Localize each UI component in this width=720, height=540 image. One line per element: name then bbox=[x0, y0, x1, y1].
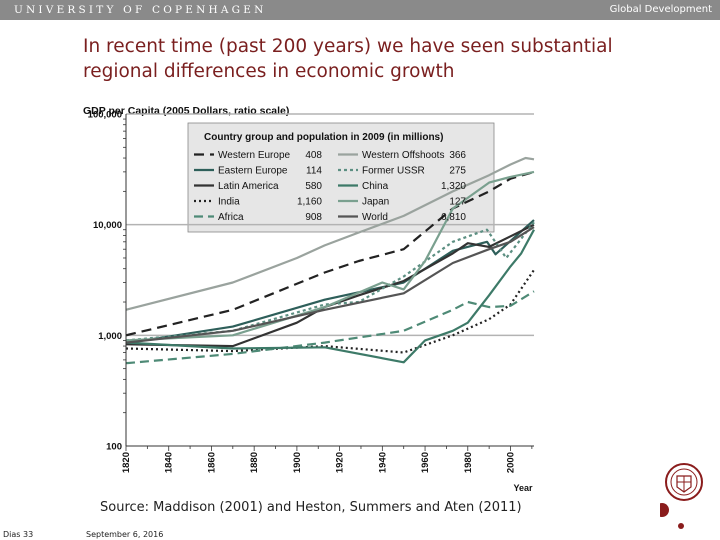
university-seal-icon bbox=[660, 463, 703, 529]
x-tick-label: 1960 bbox=[420, 452, 431, 473]
y-tick-label: 1,000 bbox=[98, 331, 122, 342]
legend-population: 908 bbox=[305, 212, 322, 223]
series-line bbox=[125, 156, 535, 311]
legend-population: 6,810 bbox=[441, 212, 466, 223]
legend-population: 580 bbox=[305, 181, 322, 192]
legend-label: India bbox=[218, 197, 240, 208]
x-axis-label: Year bbox=[513, 483, 533, 493]
legend-population: 127 bbox=[449, 197, 466, 208]
series-line bbox=[125, 221, 535, 342]
slide-number: Dias 33 bbox=[3, 530, 34, 539]
legend-population: 366 bbox=[449, 150, 466, 161]
legend-box bbox=[187, 122, 495, 233]
y-tick-label: 100 bbox=[106, 442, 122, 453]
x-tick-label: 1880 bbox=[249, 452, 260, 473]
y-tick-label: 100,000 bbox=[88, 110, 122, 121]
series-line bbox=[125, 269, 535, 354]
x-tick-label: 1920 bbox=[335, 452, 346, 473]
legend-population: 1,320 bbox=[441, 181, 466, 192]
header-bar: UNIVERSITY OF COPENHAGEN Global Developm… bbox=[0, 0, 720, 20]
legend-label: Western Europe bbox=[218, 150, 291, 161]
legend-label: Africa bbox=[218, 212, 244, 223]
legend-label: World bbox=[362, 212, 388, 223]
series-line bbox=[125, 223, 535, 348]
legend-label: Latin America bbox=[218, 181, 279, 192]
x-tick-label: 1900 bbox=[292, 452, 303, 473]
source-note: Source: Maddison (2001) and Heston, Summ… bbox=[100, 500, 522, 515]
legend-label: Former USSR bbox=[362, 166, 425, 177]
slide-title: In recent time (past 200 years) we have … bbox=[83, 36, 613, 82]
x-tick-label: 1940 bbox=[377, 452, 388, 473]
legend-label: China bbox=[362, 181, 389, 192]
y-tick-label: 10,000 bbox=[93, 220, 122, 231]
x-tick-label: 1860 bbox=[206, 452, 217, 473]
series-line bbox=[125, 229, 535, 364]
legend-items: Western Europe 408 Eastern Europe 114 Latin … bbox=[194, 150, 466, 223]
legend-label: Japan bbox=[362, 197, 389, 208]
x-tick-label: 1820 bbox=[121, 452, 132, 473]
legend-label: Eastern Europe bbox=[218, 166, 288, 177]
x-tick-label: 1980 bbox=[463, 452, 474, 473]
gdp-chart: GDP per Capita (2005 Dollars, ratio scal… bbox=[78, 100, 540, 495]
legend-population: 275 bbox=[449, 166, 466, 177]
x-tick-label: 1840 bbox=[164, 452, 175, 473]
slide-date: September 6, 2016 bbox=[86, 530, 164, 539]
series-line bbox=[125, 170, 535, 337]
legend-population: 114 bbox=[306, 166, 322, 177]
series-line bbox=[125, 290, 535, 365]
axes: 100 1,000 10,000 100,000 1820 1840 1860 1880 190… bbox=[88, 110, 534, 473]
series-layer bbox=[125, 156, 535, 365]
legend-population: 1,160 bbox=[297, 197, 322, 208]
legend-label: Western Offshoots bbox=[362, 150, 444, 161]
x-tick-label: 2000 bbox=[506, 452, 517, 473]
university-name: UNIVERSITY OF COPENHAGEN bbox=[14, 4, 267, 16]
course-name: Global Development bbox=[609, 4, 712, 15]
legend-title: Country group and population in 2009 (in… bbox=[204, 132, 443, 143]
series-line bbox=[125, 226, 535, 344]
legend-population: 408 bbox=[305, 150, 322, 161]
